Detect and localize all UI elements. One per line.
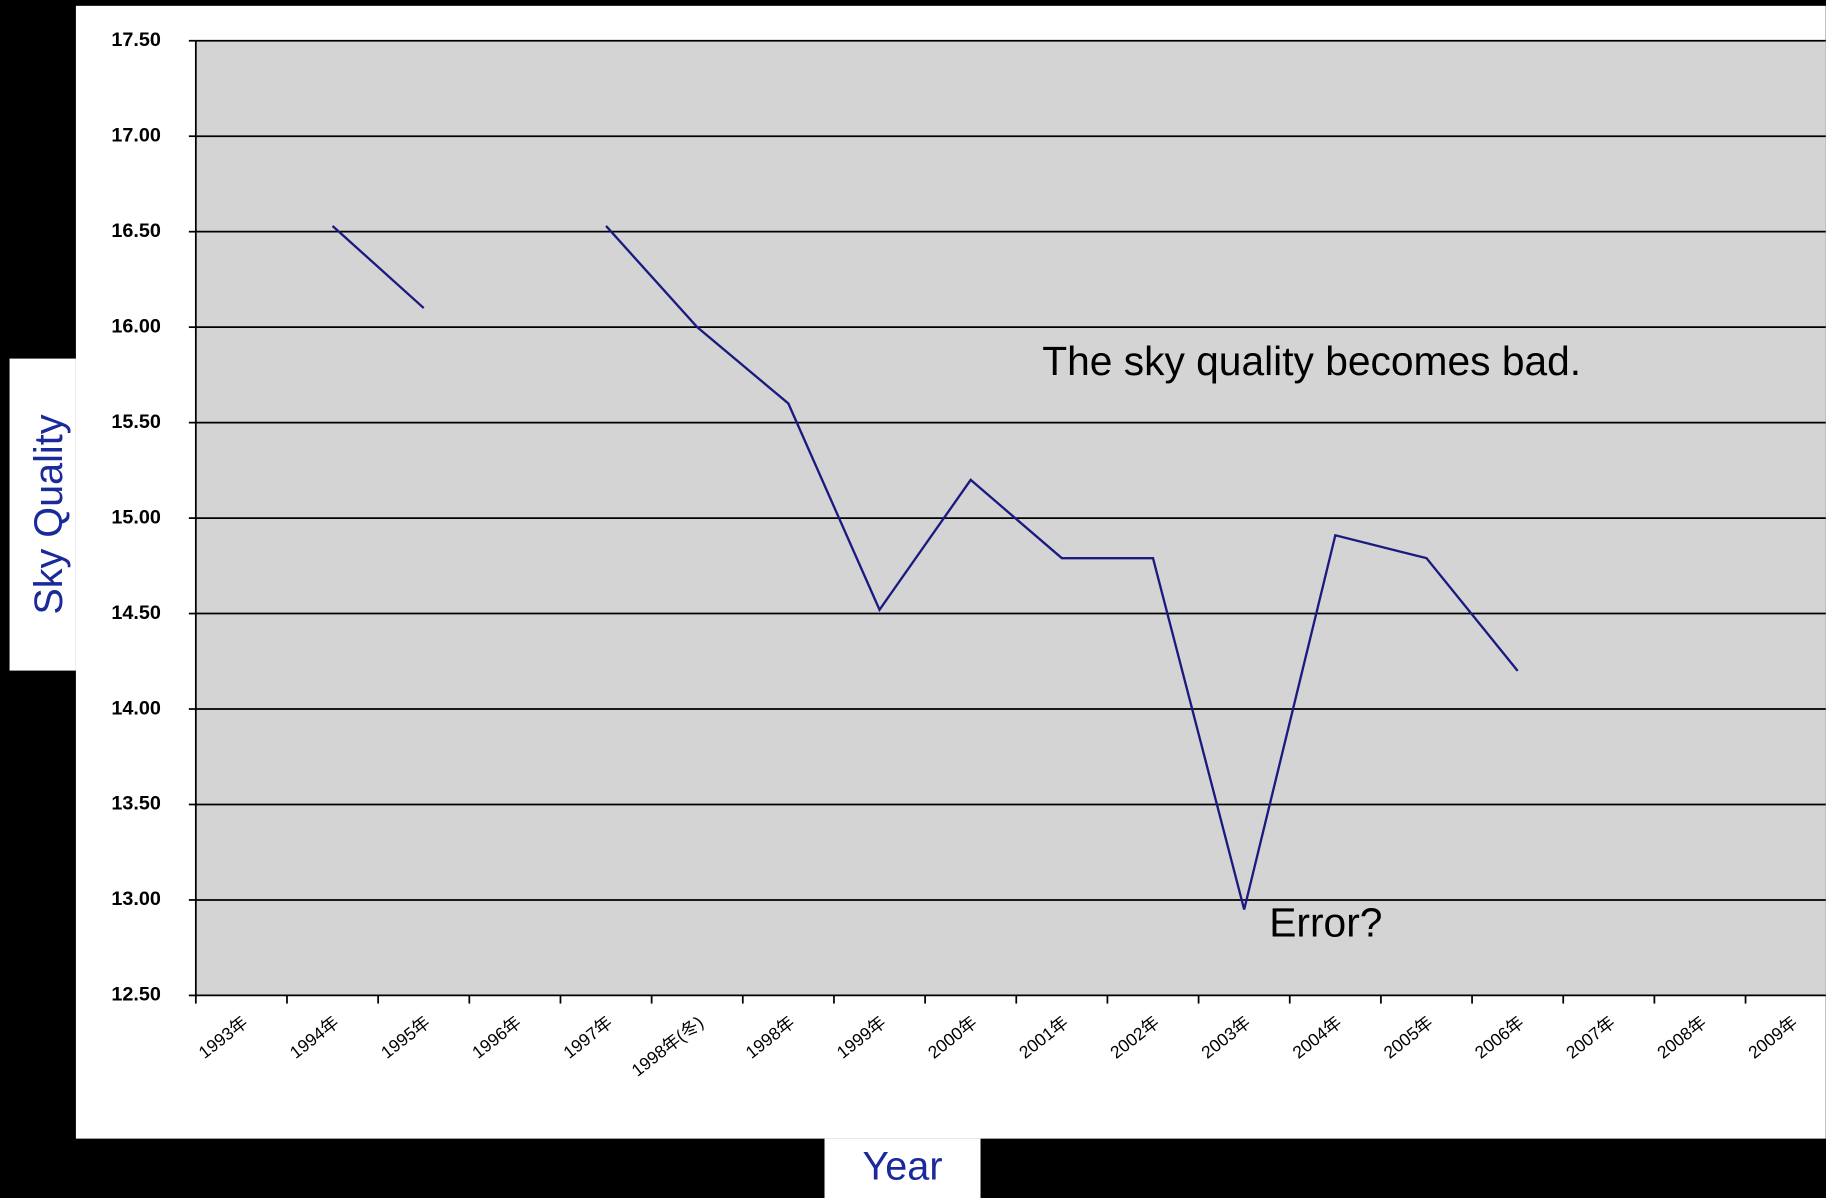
y-tick-label: 13.50 [111,793,161,815]
y-tick-label: 14.00 [111,697,161,719]
y-tick-label: 14.50 [111,602,161,624]
y-tick-label: 16.50 [111,220,161,242]
y-tick-label: 13.00 [111,888,161,910]
y-tick-label: 17.00 [111,124,161,146]
annotation: Error? [1269,899,1382,945]
annotation: The sky quality becomes bad. [1042,338,1581,384]
y-tick-label: 12.50 [111,984,161,1006]
y-tick-label: 15.00 [111,506,161,528]
y-label-box [9,358,76,671]
x-label-box [824,1138,981,1198]
data-line [331,225,1519,910]
y-tick-label: 15.50 [111,411,161,433]
x-axis-title: Year [863,1144,943,1188]
y-tick-label: 16.00 [111,315,161,337]
y-axis-title: Sky Quality [27,414,71,614]
y-tick-label: 17.50 [111,29,161,51]
